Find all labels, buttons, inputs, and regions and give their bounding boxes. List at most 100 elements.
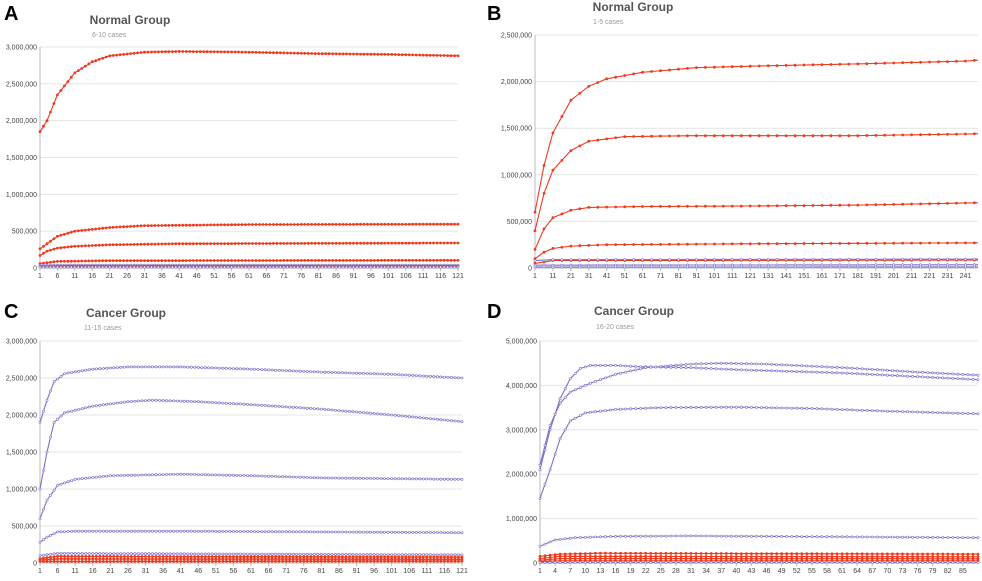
data-point (735, 362, 737, 364)
data-point (220, 259, 222, 261)
data-point (686, 266, 688, 268)
data-point (98, 228, 100, 230)
data-point (803, 135, 805, 137)
data-point (902, 62, 904, 64)
data-point (730, 406, 732, 408)
data-point (574, 389, 576, 391)
data-point (826, 366, 828, 368)
data-point (635, 561, 637, 563)
data-point (552, 217, 554, 219)
data-point (130, 553, 132, 555)
data-point (579, 415, 581, 417)
data-point (977, 379, 979, 381)
data-point (46, 536, 48, 538)
data-point (141, 560, 143, 562)
data-point (401, 266, 403, 268)
data-point (98, 58, 100, 60)
data-point (436, 554, 438, 556)
data-point (204, 558, 206, 560)
data-point (220, 243, 222, 245)
data-point (443, 560, 445, 562)
data-point (253, 558, 255, 560)
data-point (99, 368, 101, 370)
data-point (85, 477, 87, 479)
data-point (173, 400, 175, 402)
data-point (973, 133, 975, 135)
data-point (296, 558, 298, 560)
data-point (183, 400, 185, 402)
data-point (967, 553, 969, 555)
data-point (387, 259, 389, 261)
data-point (92, 552, 94, 554)
data-point (377, 556, 379, 558)
data-point (412, 554, 414, 556)
data-point (71, 560, 73, 562)
data-point (78, 370, 80, 372)
data-point (283, 223, 285, 225)
data-point (201, 367, 203, 369)
data-point (659, 243, 661, 245)
data-point (620, 365, 622, 367)
data-point (345, 477, 347, 479)
data-point (668, 258, 670, 260)
data-point (884, 204, 886, 206)
data-point (217, 243, 219, 245)
data-point (147, 225, 149, 227)
data-point (304, 223, 306, 225)
data-point (71, 371, 73, 373)
data-point (258, 259, 260, 261)
panel-letter: B (487, 3, 501, 25)
data-point (60, 266, 62, 268)
data-point (677, 135, 679, 137)
data-point (750, 363, 752, 365)
data-point (549, 541, 551, 543)
data-point (450, 478, 452, 480)
data-point (821, 408, 823, 410)
data-point (937, 377, 939, 379)
data-point (387, 242, 389, 244)
data-point (419, 259, 421, 261)
data-point (98, 244, 100, 246)
data-point (680, 535, 682, 537)
data-point (901, 411, 903, 413)
data-point (218, 556, 220, 558)
x-tick-label: 4 (553, 568, 557, 575)
data-point (710, 362, 712, 364)
data-point (973, 59, 975, 61)
data-point (352, 477, 354, 479)
data-point (405, 223, 407, 225)
data-point (355, 411, 357, 413)
data-point (552, 132, 554, 134)
x-tick-label: 79 (929, 568, 937, 575)
data-point (46, 266, 48, 268)
data-point (356, 259, 358, 261)
data-point (642, 258, 644, 260)
data-point (758, 205, 760, 207)
data-point (579, 145, 581, 147)
data-point (296, 560, 298, 562)
data-point (157, 266, 159, 268)
data-point (419, 242, 421, 244)
data-point (415, 259, 417, 261)
data-point (194, 558, 196, 560)
data-point (265, 266, 267, 268)
data-point (67, 560, 69, 562)
data-point (861, 409, 863, 411)
data-point (426, 266, 428, 268)
data-point (704, 266, 706, 268)
data-point (624, 206, 626, 208)
x-tick-label: 26 (124, 568, 132, 575)
x-tick-label: 37 (717, 568, 725, 575)
data-point (695, 258, 697, 260)
data-point (942, 377, 944, 379)
data-point (341, 556, 343, 558)
data-point (906, 536, 908, 538)
data-point (405, 242, 407, 244)
data-point (109, 226, 111, 228)
data-point (584, 536, 586, 538)
data-point (64, 531, 66, 533)
data-point (64, 555, 66, 557)
data-point (668, 135, 670, 137)
data-point (279, 259, 281, 261)
data-point (735, 553, 737, 555)
